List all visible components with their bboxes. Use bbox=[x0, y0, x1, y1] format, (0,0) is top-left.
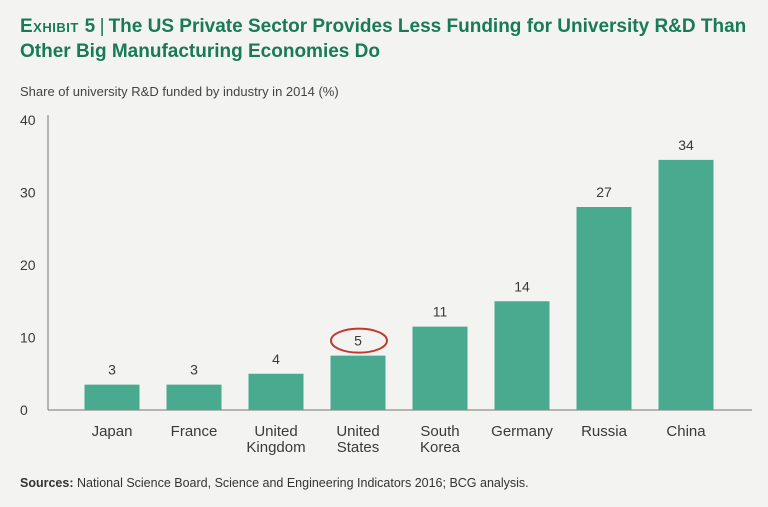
bar bbox=[166, 384, 222, 410]
axis-layer: 0 10 20 30 40 bbox=[20, 112, 752, 418]
y-tick-label: 30 bbox=[20, 185, 36, 201]
title-separator: | bbox=[99, 16, 105, 37]
source-label: Sources: bbox=[20, 476, 74, 490]
chart-title: Exhibit 5 | The US Private Sector Provides… bbox=[20, 14, 750, 64]
bar bbox=[248, 373, 304, 410]
category-label: Russia bbox=[581, 423, 628, 440]
labels-layer: 3Japan3France4UnitedKingdom5UnitedStates… bbox=[92, 137, 707, 456]
category-label: United bbox=[254, 423, 297, 440]
source-text: National Science Board, Science and Engi… bbox=[76, 476, 529, 490]
category-label: Korea bbox=[420, 439, 461, 456]
value-label: 3 bbox=[108, 362, 116, 378]
value-label: 14 bbox=[514, 278, 530, 294]
bar bbox=[494, 301, 550, 410]
category-label: Kingdom bbox=[246, 439, 305, 456]
category-label: China bbox=[666, 423, 706, 440]
category-label: South bbox=[420, 423, 459, 440]
exhibit-label: Exhibit 5 bbox=[20, 16, 96, 37]
bar bbox=[412, 326, 468, 410]
category-label: Japan bbox=[92, 423, 133, 440]
title-text: The US Private Sector Provides Less Fund… bbox=[20, 16, 747, 62]
category-label: States bbox=[337, 439, 380, 456]
bar bbox=[84, 384, 140, 410]
bars-layer bbox=[84, 159, 714, 410]
bar bbox=[576, 207, 632, 410]
chart-subtitle: Share of university R&D funded by indust… bbox=[20, 84, 339, 99]
bar bbox=[658, 159, 714, 410]
y-tick-label: 10 bbox=[20, 330, 36, 346]
highlight-circle bbox=[330, 327, 388, 354]
category-label: Germany bbox=[491, 423, 553, 440]
y-tick-label: 40 bbox=[20, 112, 36, 128]
value-label: 5 bbox=[354, 333, 362, 349]
y-tick-label: 0 bbox=[20, 402, 28, 418]
value-label: 27 bbox=[596, 184, 612, 200]
bar bbox=[330, 355, 386, 410]
value-label: 34 bbox=[678, 137, 694, 153]
category-label: United bbox=[336, 423, 379, 440]
value-label: 3 bbox=[190, 362, 198, 378]
value-label: 11 bbox=[433, 304, 448, 320]
y-tick-label: 20 bbox=[20, 257, 36, 273]
value-label: 4 bbox=[272, 351, 280, 367]
source-note: Sources: National Science Board, Science… bbox=[20, 476, 529, 490]
category-label: France bbox=[171, 423, 218, 440]
